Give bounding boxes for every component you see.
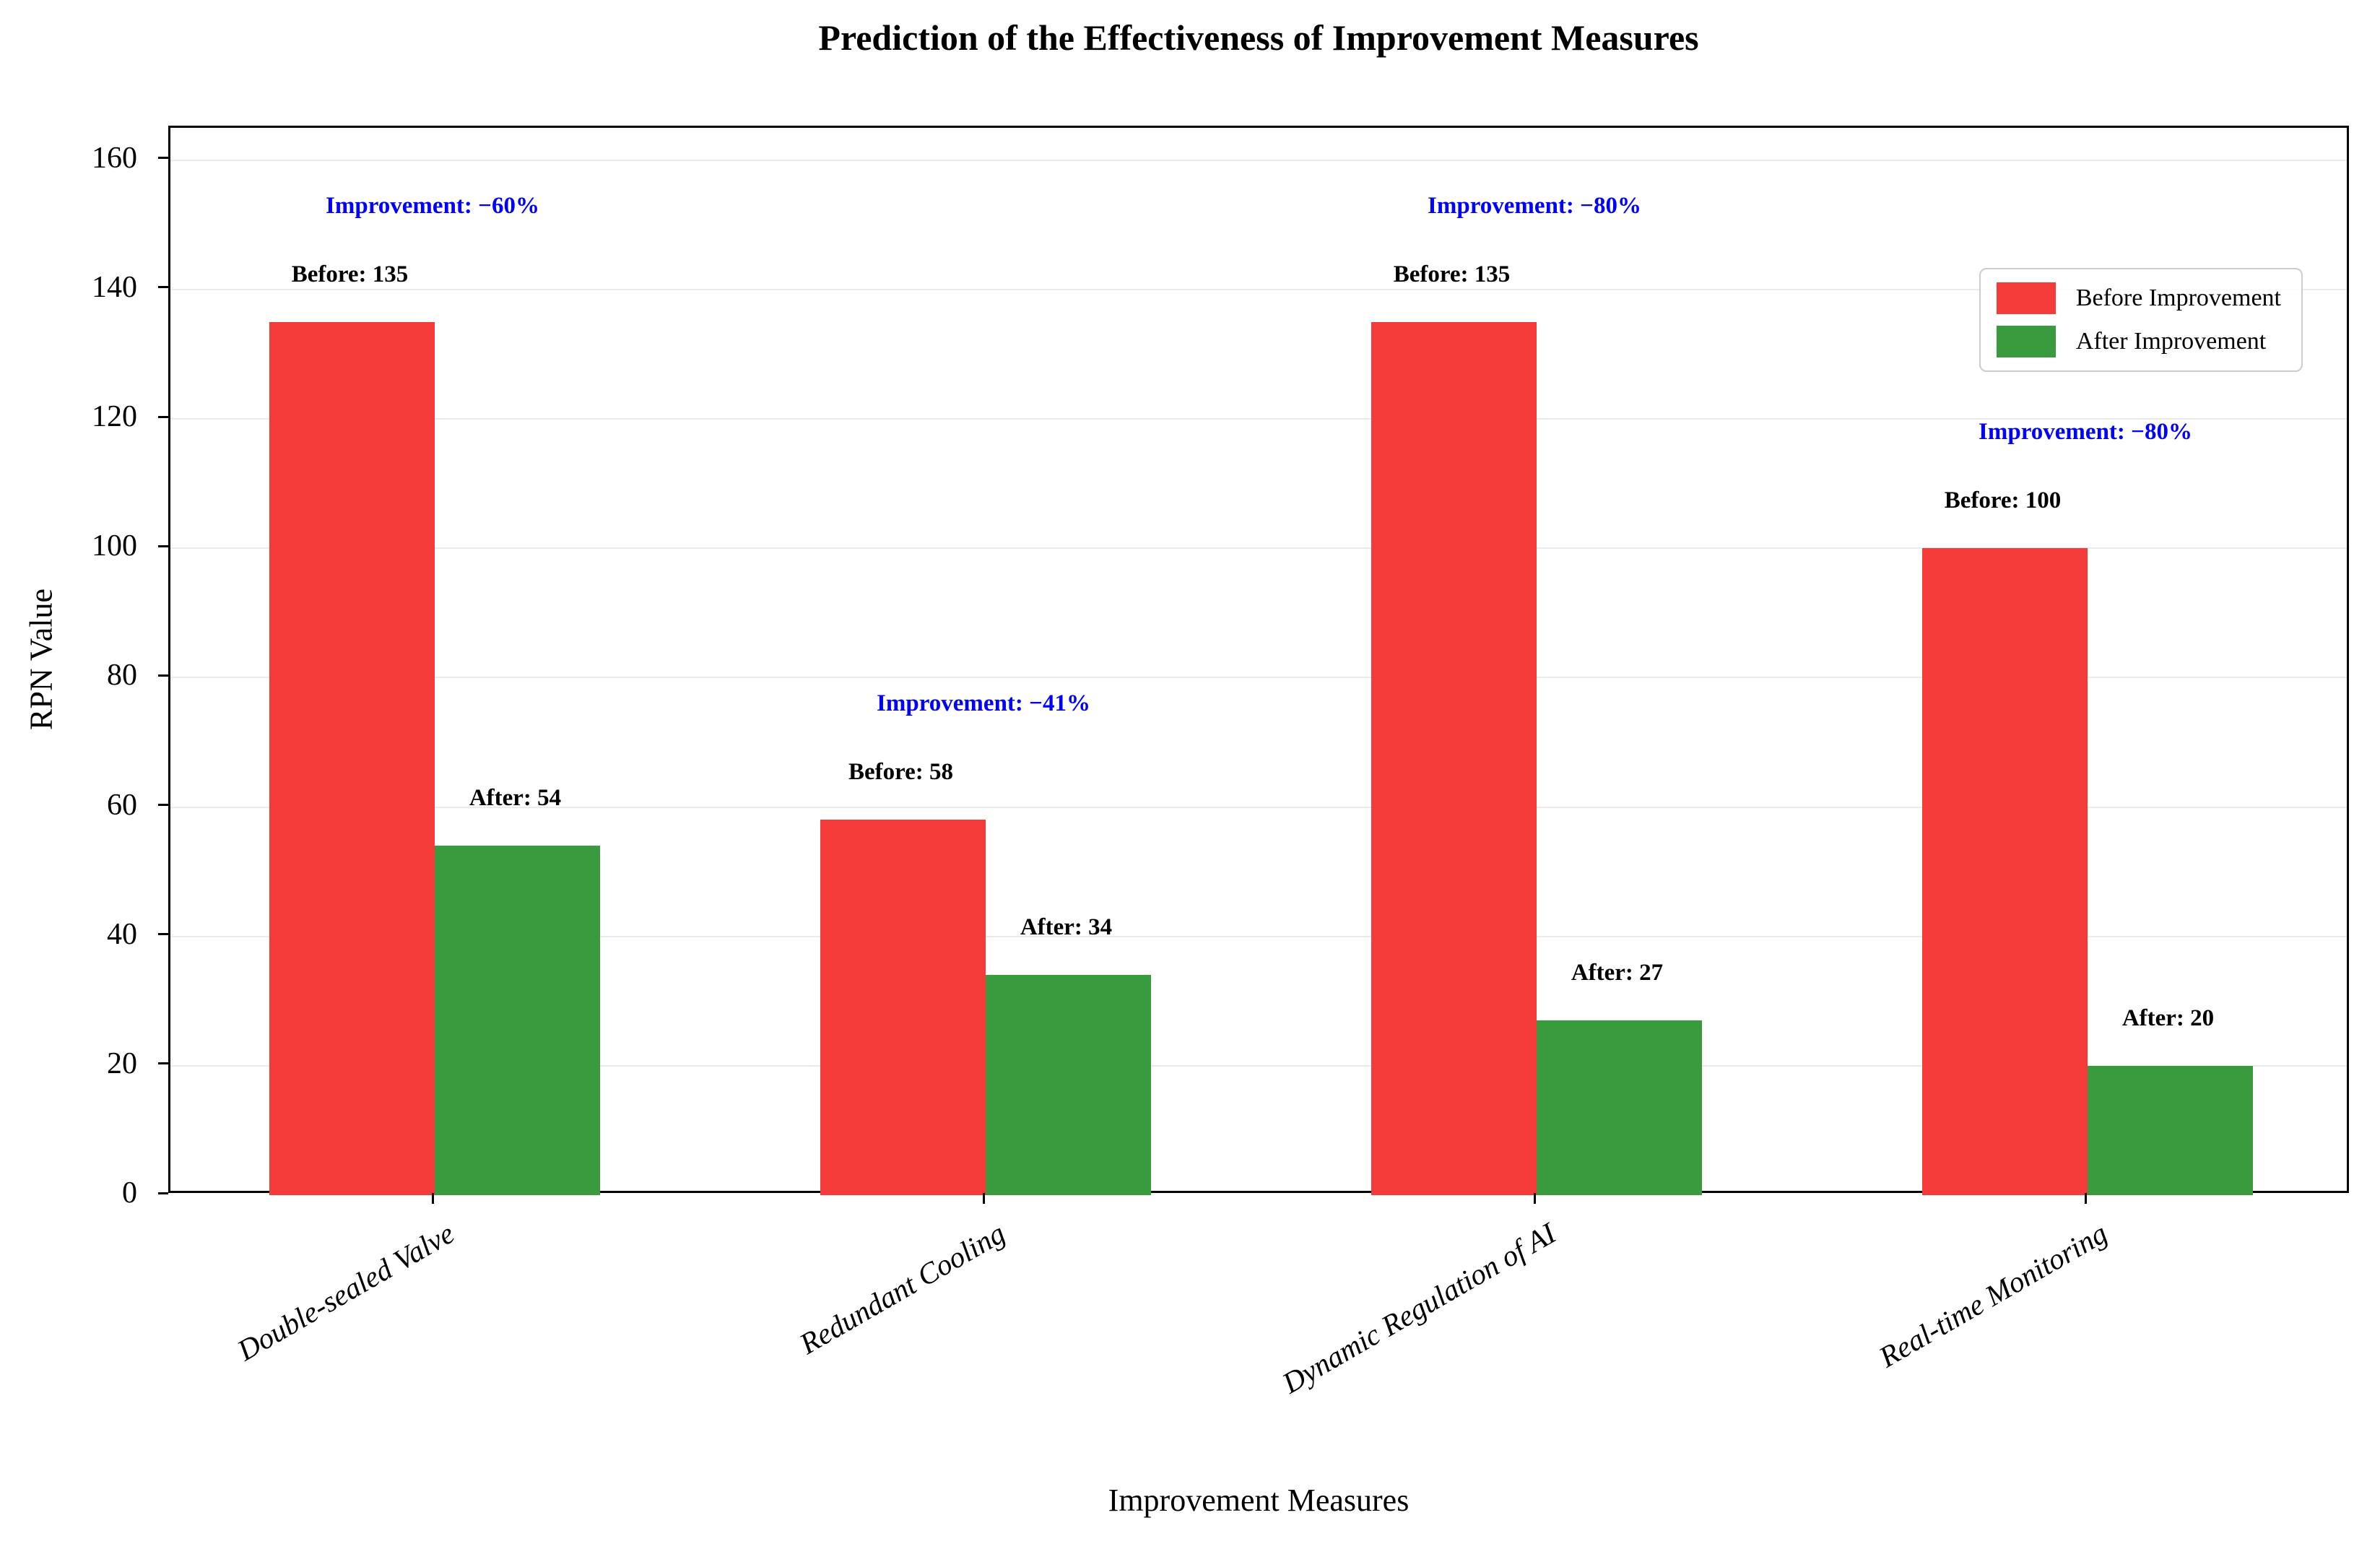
bar-before bbox=[820, 820, 986, 1195]
before-value-label: Before: 135 bbox=[291, 261, 409, 287]
bar-before bbox=[1922, 548, 2088, 1195]
y-axis-tick bbox=[158, 415, 168, 418]
x-axis-tick bbox=[2084, 1193, 2087, 1204]
gridline bbox=[170, 159, 2347, 161]
y-tick-label: 100 bbox=[92, 529, 137, 563]
y-tick-label: 140 bbox=[92, 270, 137, 304]
x-axis-tick bbox=[1533, 1193, 1536, 1204]
x-category-label: Redundant Cooling bbox=[794, 1216, 1011, 1361]
legend-swatch bbox=[1996, 326, 2056, 357]
bar-before bbox=[1371, 321, 1537, 1195]
x-category-label: Double-sealed Valve bbox=[231, 1216, 460, 1368]
x-axis-tick bbox=[982, 1193, 985, 1204]
y-tick-label: 40 bbox=[107, 917, 137, 951]
improvement-label: Improvement: −80% bbox=[1428, 192, 1641, 219]
gridline bbox=[170, 288, 2347, 290]
legend-swatch bbox=[1996, 282, 2056, 314]
gridline bbox=[170, 806, 2347, 808]
before-value-label: Before: 100 bbox=[1944, 487, 2062, 514]
legend-item: Before Improvement bbox=[1996, 282, 2281, 314]
after-value-label: After: 34 bbox=[1020, 914, 1113, 941]
y-tick-label: 120 bbox=[92, 400, 137, 434]
gridline bbox=[170, 935, 2347, 937]
gridline bbox=[170, 547, 2347, 550]
improvement-label: Improvement: −60% bbox=[326, 192, 539, 219]
y-tick-label: 20 bbox=[107, 1046, 137, 1080]
y-axis-tick bbox=[158, 286, 168, 289]
y-tick-label: 0 bbox=[122, 1176, 137, 1210]
bar-after bbox=[1537, 1020, 1702, 1195]
y-axis-tick bbox=[158, 157, 168, 160]
after-value-label: After: 20 bbox=[2121, 1005, 2215, 1031]
improvement-label: Improvement: −41% bbox=[877, 690, 1090, 717]
y-axis-tick bbox=[158, 933, 168, 936]
before-value-label: Before: 58 bbox=[848, 759, 954, 786]
y-axis-tick bbox=[158, 674, 168, 677]
legend-label: After Improvement bbox=[2075, 328, 2267, 355]
bar-before bbox=[269, 321, 435, 1195]
bar-after bbox=[986, 975, 1151, 1195]
improvement-label: Improvement: −80% bbox=[1979, 419, 2192, 446]
before-value-label: Before: 135 bbox=[1393, 261, 1511, 287]
y-axis-tick bbox=[158, 1062, 168, 1065]
y-tick-label: 60 bbox=[107, 788, 137, 822]
y-axis-label: RPN Value bbox=[23, 589, 59, 730]
y-axis-tick bbox=[158, 804, 168, 807]
legend-label: Before Improvement bbox=[2075, 285, 2281, 311]
plot-area: Before Improvement After Improvement bbox=[168, 126, 2349, 1195]
y-axis-tick bbox=[158, 1192, 168, 1194]
y-axis-tick bbox=[158, 544, 168, 547]
bar-after bbox=[2088, 1065, 2253, 1195]
x-axis-tick bbox=[431, 1193, 434, 1204]
bar-after bbox=[435, 846, 600, 1195]
x-category-label: Real-time Monitoring bbox=[1872, 1216, 2113, 1374]
gridline bbox=[170, 677, 2347, 679]
x-axis-label: Improvement Measures bbox=[1108, 1483, 1410, 1518]
gridline bbox=[170, 1064, 2347, 1067]
legend: Before Improvement After Improvement bbox=[1979, 268, 2303, 372]
after-value-label: After: 27 bbox=[1571, 960, 1664, 986]
y-tick-label: 160 bbox=[92, 141, 137, 175]
gridline bbox=[170, 418, 2347, 420]
y-tick-label: 80 bbox=[107, 659, 137, 693]
chart-title: Prediction of the Effectiveness of Impro… bbox=[818, 17, 1699, 58]
legend-item: After Improvement bbox=[1996, 326, 2281, 357]
x-category-label: Dynamic Regulation of AI bbox=[1277, 1216, 1562, 1400]
after-value-label: After: 54 bbox=[469, 785, 562, 812]
